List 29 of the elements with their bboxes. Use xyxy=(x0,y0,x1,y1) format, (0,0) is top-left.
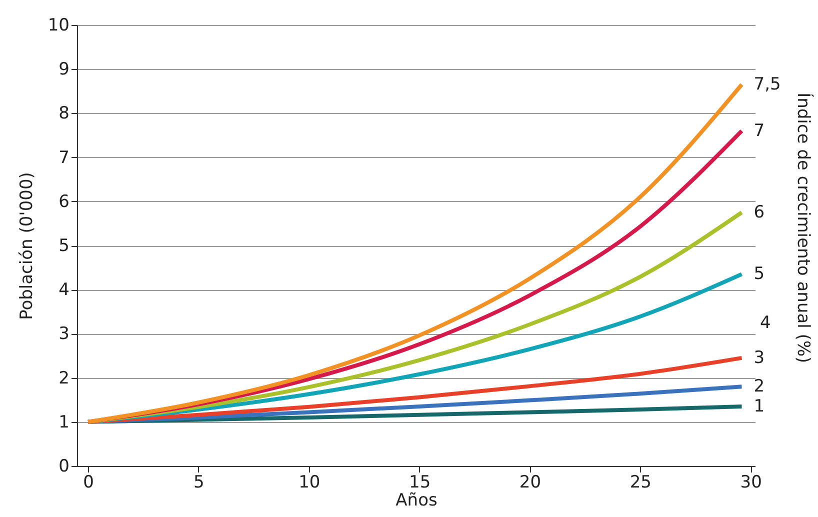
series-label: 5 xyxy=(754,264,765,284)
series-label: 1 xyxy=(754,396,765,416)
y-tick-label: 5 xyxy=(58,236,70,256)
series-label: 7,5 xyxy=(754,74,781,95)
x-tick-label: 10 xyxy=(298,472,320,492)
y-tick-label: 0 xyxy=(58,456,70,476)
y-tick-label: 7 xyxy=(58,148,70,168)
x-tick-label: 5 xyxy=(194,472,204,492)
legend-title: Índice de crecimiento anual (%) xyxy=(793,92,814,364)
series-label: 2 xyxy=(754,376,765,397)
x-tick-label: 15 xyxy=(408,472,431,492)
y-axis-title: Población (0'000) xyxy=(16,172,37,320)
y-tick-label: 2 xyxy=(58,368,70,388)
y-tick-label: 4 xyxy=(58,280,70,300)
text: 4 xyxy=(760,313,771,333)
series-label: 3 xyxy=(754,348,765,368)
x-tick-label: 20 xyxy=(519,472,542,492)
y-tick-label: 3 xyxy=(58,324,70,344)
y-tick-label: 1 xyxy=(58,412,70,432)
y-tick-label: 8 xyxy=(58,104,70,124)
x-tick-label: 0 xyxy=(83,472,94,492)
series-label: 7 xyxy=(754,120,765,141)
y-tick-label: 10 xyxy=(48,16,70,36)
x-tick-label: 30 xyxy=(740,472,762,492)
y-tick-label: 6 xyxy=(58,192,70,212)
x-tick-label: 25 xyxy=(630,472,652,492)
series-label: 6 xyxy=(754,202,765,222)
y-tick-label: 9 xyxy=(58,60,70,80)
x-axis-title: Años xyxy=(396,490,438,510)
